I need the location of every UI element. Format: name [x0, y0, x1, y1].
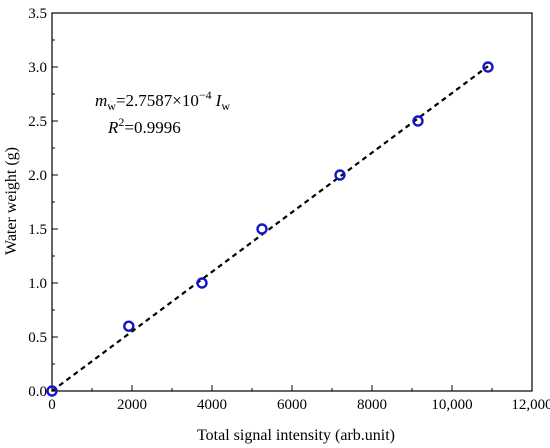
y-tick-label: 3.5: [28, 6, 47, 22]
x-tick-label: 6000: [277, 397, 307, 413]
eq-I: I: [215, 91, 223, 110]
data-points: [46, 61, 494, 397]
x-tick-label: 4000: [197, 397, 227, 413]
x-tick-label: 10,000: [431, 397, 472, 413]
data-point: [482, 61, 494, 73]
y-axis-title: Water weight (g): [3, 147, 20, 255]
y-tick-label: 3.0: [28, 60, 47, 76]
data-point: [412, 115, 424, 127]
y-tick-label: 2.0: [28, 168, 47, 184]
y-axis-ticks: 0.0 0.5 1.0 1.5 2.0 2.5 3.0 3.5: [28, 6, 58, 400]
plot-border: [51, 12, 533, 392]
data-point: [256, 223, 268, 235]
data-point: [334, 169, 346, 181]
eq-exponent: −4: [199, 88, 212, 102]
r2-superscript: 2: [118, 115, 124, 129]
data-point: [196, 277, 208, 289]
plot-frame: [51, 12, 533, 392]
r-squared-annotation: R2=0.9996: [107, 115, 181, 137]
eq-m-subscript: w: [107, 99, 116, 113]
r2-value: =0.9996: [124, 118, 180, 137]
x-tick-label: 12,000: [511, 397, 550, 413]
equation-annotation: mw=2.7587×10−4 Iw: [95, 88, 230, 113]
fit-line: [51, 65, 489, 392]
y-tick-label: 2.5: [28, 114, 47, 130]
x-tick-label: 2000: [117, 397, 147, 413]
data-point: [46, 385, 58, 397]
fit-line-group: [51, 65, 489, 392]
y-tick-label: 1.0: [28, 276, 47, 292]
data-point: [123, 320, 135, 332]
y-tick-label: 1.5: [28, 222, 47, 238]
eq-I-subscript: w: [221, 99, 230, 113]
x-tick-label: 8000: [357, 397, 387, 413]
y-tick-label: 0.0: [28, 384, 47, 400]
x-axis-title: Total signal intensity (arb.unit): [197, 427, 395, 444]
eq-m: m: [95, 91, 107, 110]
y-tick-label: 0.5: [28, 330, 47, 346]
eq-coefficient: =2.7587×10: [116, 91, 199, 110]
r2-R: R: [107, 118, 119, 137]
x-axis-ticks: 0 2000 4000 6000 8000 10,000 12,000: [48, 385, 550, 413]
x-tick-label: 0: [48, 397, 56, 413]
